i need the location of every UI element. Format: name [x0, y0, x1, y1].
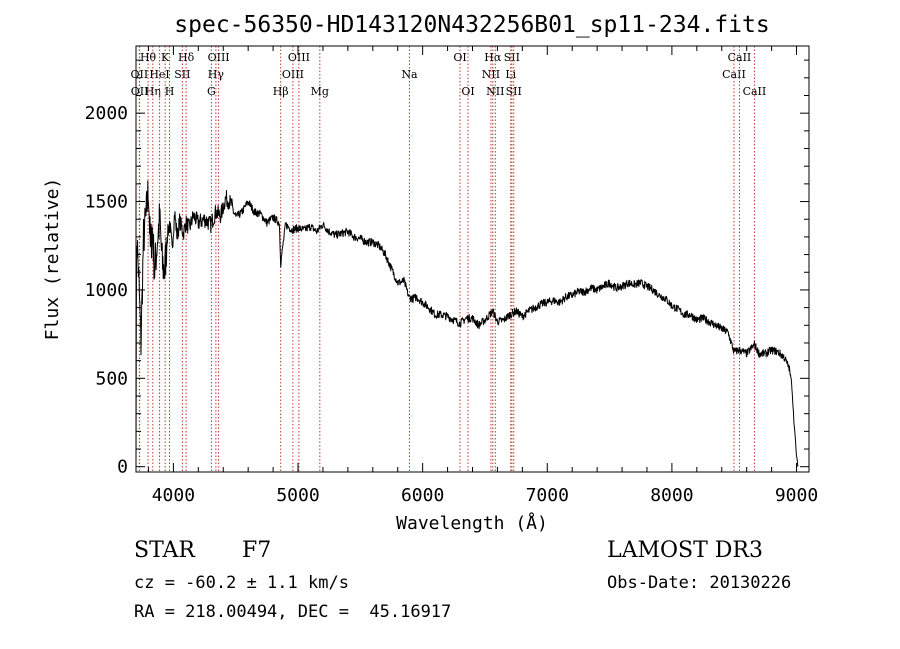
- line-label: K: [161, 51, 170, 64]
- line-label: Na: [401, 68, 418, 81]
- spectral-line-markers: OIIOIIHθHηHeIKHSIIHδGHγOIIIHβOIIIOIIIMgN…: [131, 46, 767, 472]
- line-label: OI: [461, 85, 474, 98]
- x-tick-label: 8000: [650, 485, 693, 506]
- line-label: Hα: [484, 51, 502, 64]
- line-label: Li: [505, 68, 516, 81]
- plot-frame: [135, 45, 810, 473]
- y-tick-label: 500: [95, 368, 128, 389]
- line-label: Hδ: [178, 51, 195, 64]
- line-label: NII: [482, 68, 500, 81]
- line-label: G: [207, 85, 216, 98]
- line-label: Mg: [311, 85, 329, 98]
- line-label: OIII: [288, 51, 310, 64]
- line-label: HeI: [149, 68, 169, 81]
- x-tick-label: 6000: [401, 485, 444, 506]
- line-label: OIII: [208, 51, 230, 64]
- line-label: Hθ: [140, 51, 157, 64]
- x-tick-label: 9000: [775, 485, 818, 506]
- object-class: STAR: [134, 538, 195, 563]
- spectrum-chart: spec-56350-HD143120N432256B01_sp11-234.f…: [42, 12, 818, 534]
- line-label: OI: [453, 51, 466, 64]
- x-axis-ticks: 4000 5000 6000 7000 8000 9000: [147, 46, 818, 506]
- line-label: CaII: [728, 51, 752, 64]
- line-label: CaII: [722, 68, 746, 81]
- coordinates: RA = 218.00494, DEC = 45.16917: [134, 602, 452, 622]
- redshift-velocity: cz = -60.2 ± 1.1 km/s: [134, 573, 349, 593]
- line-label: SII: [504, 51, 520, 64]
- y-axis-ticks: 0 500 1000 1500 2000: [85, 59, 809, 478]
- x-tick-label: 5000: [276, 485, 319, 506]
- y-tick-label: 1500: [85, 192, 128, 213]
- x-tick-label: 4000: [152, 485, 195, 506]
- observation-date: Obs-Date: 20130226: [607, 573, 792, 593]
- spectrum-line: [135, 180, 799, 467]
- line-label: CaII: [743, 85, 767, 98]
- x-tick-label: 7000: [526, 485, 569, 506]
- y-tick-label: 2000: [85, 103, 128, 124]
- line-label: Hγ: [208, 68, 225, 81]
- line-label: OII: [131, 85, 149, 98]
- line-label: OIII: [282, 68, 304, 81]
- spectral-subclass: F7: [242, 538, 272, 563]
- y-tick-label: 0: [117, 457, 128, 478]
- chart-title: spec-56350-HD143120N432256B01_sp11-234.f…: [174, 12, 769, 38]
- y-tick-label: 1000: [85, 280, 128, 301]
- line-label: SII: [506, 85, 522, 98]
- line-label: Hβ: [273, 85, 289, 98]
- line-label: H: [165, 85, 175, 98]
- x-axis-label: Wavelength (Å): [396, 512, 548, 534]
- line-label: Hη: [145, 85, 161, 98]
- y-axis-label: Flux (relative): [42, 178, 63, 341]
- line-label: NII: [486, 85, 504, 98]
- survey-release: LAMOST DR3: [607, 538, 763, 563]
- line-label: SII: [174, 68, 190, 81]
- spectrum-series: [135, 180, 799, 467]
